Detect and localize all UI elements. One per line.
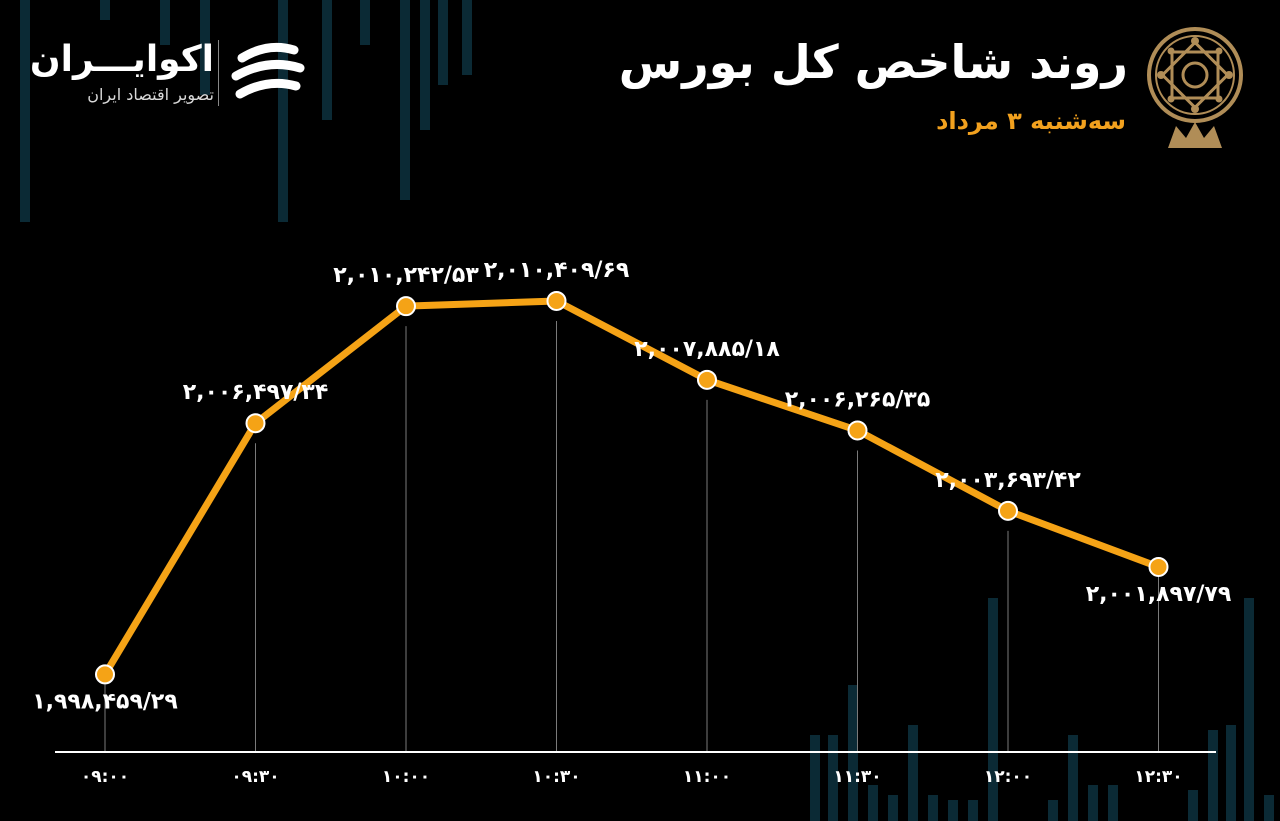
x-tick-label: ۱۰:۰۰	[382, 767, 430, 787]
data-label: ۲,۰۱۰,۲۴۲/۵۳	[333, 263, 479, 288]
data-label: ۲,۰۱۰,۴۰۹/۶۹	[484, 258, 630, 283]
ecoiran-logo-icon	[231, 42, 305, 99]
background-bar	[200, 0, 210, 95]
background-bar	[948, 800, 958, 821]
background-bar	[1068, 735, 1078, 821]
background-bar	[988, 598, 998, 821]
background-bar	[908, 725, 918, 821]
data-point	[546, 290, 567, 311]
background-bar	[1048, 800, 1058, 821]
background-bar	[968, 800, 978, 821]
background-bar	[400, 0, 410, 200]
background-bar	[1108, 785, 1118, 821]
brand-tagline: تصویر اقتصاد ایران	[87, 85, 214, 104]
x-tick-label: ۱۱:۰۰	[683, 767, 731, 787]
background-bar	[828, 735, 838, 821]
data-point	[847, 420, 868, 441]
background-bar	[928, 795, 938, 821]
x-tick-label: ۰۹:۳۰	[231, 767, 279, 787]
data-point	[998, 500, 1018, 521]
x-tick-label: ۱۲:۰۰	[984, 767, 1032, 787]
background-bar	[1226, 725, 1236, 821]
data-point	[697, 369, 717, 390]
background-bar	[438, 0, 448, 85]
x-tick-label: ۱۲:۳۰	[1134, 767, 1182, 787]
data-label: ۲,۰۰۷,۸۸۵/۱۸	[634, 337, 780, 362]
background-bar	[1188, 790, 1198, 821]
data-label: ۲,۰۰۶,۲۶۵/۳۵	[785, 387, 931, 412]
background-bar	[420, 0, 430, 130]
brand-logo: اکوایـــران تصویر اقتصاد ایران	[30, 36, 310, 110]
background-bar	[360, 0, 370, 45]
x-tick-label: ۱۰:۳۰	[532, 767, 580, 787]
background-bar	[160, 0, 170, 45]
background-bar	[868, 785, 878, 821]
x-tick-label: ۱۱:۳۰	[833, 767, 881, 787]
data-point	[1148, 556, 1169, 577]
background-bar	[888, 795, 898, 821]
brand-divider	[218, 40, 219, 106]
data-point	[245, 413, 266, 434]
background-bar	[278, 0, 288, 222]
background-bar	[1208, 730, 1218, 821]
background-bar	[810, 735, 820, 821]
background-bar	[1244, 598, 1254, 821]
data-label: ۲,۰۰۱,۸۹۷/۷۹	[1086, 582, 1232, 607]
brand-name: اکوایـــران	[29, 39, 214, 80]
background-bar	[100, 0, 110, 20]
data-point	[396, 296, 416, 317]
chart-subtitle: سه‌شنبه ۳ مرداد	[936, 107, 1126, 135]
chart-title: روند شاخص کل بورس	[618, 35, 1128, 89]
background-bar	[1088, 785, 1098, 821]
data-point	[95, 664, 115, 685]
background-bar	[322, 0, 332, 120]
tehran-stock-exchange-emblem-icon	[1147, 27, 1243, 148]
x-tick-label: ۰۹:۰۰	[81, 767, 129, 787]
series-line	[101, 297, 1162, 678]
background-bar	[462, 0, 472, 75]
background-bar	[20, 0, 30, 222]
data-label: ۲,۰۰۳,۶۹۳/۴۲	[935, 468, 1081, 493]
data-label: ۱,۹۹۸,۴۵۹/۲۹	[32, 689, 178, 714]
background-bar	[1264, 795, 1274, 821]
data-label: ۲,۰۰۶,۴۹۷/۳۴	[183, 380, 329, 405]
